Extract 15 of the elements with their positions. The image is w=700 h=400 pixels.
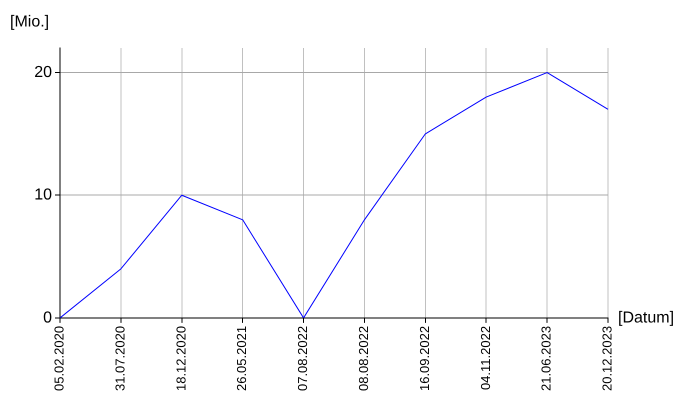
y-tick-label: 0	[43, 309, 52, 326]
x-tick-label: 21.06.2023	[538, 326, 554, 392]
x-tick-label: 20.12.2023	[600, 326, 615, 392]
y-axis-title: [Mio.]	[10, 13, 50, 30]
x-tick-label: 31.07.2020	[112, 326, 128, 392]
x-tick-label: 07.08.2022	[295, 326, 310, 392]
x-tick-label: 08.08.2022	[356, 326, 372, 392]
x-tick-label: 16.09.2022	[416, 326, 432, 392]
x-axis-title: [Datum]	[618, 309, 674, 326]
x-tick-label: 05.02.2020	[52, 326, 67, 392]
y-tick-label: 10	[34, 186, 52, 204]
x-tick-label: 18.12.2020	[173, 326, 188, 392]
y-tick-label: 20	[34, 64, 52, 81]
x-tick-label: 04.11.2022	[478, 326, 493, 390]
x-tick-label: 26.05.2021	[234, 326, 250, 392]
